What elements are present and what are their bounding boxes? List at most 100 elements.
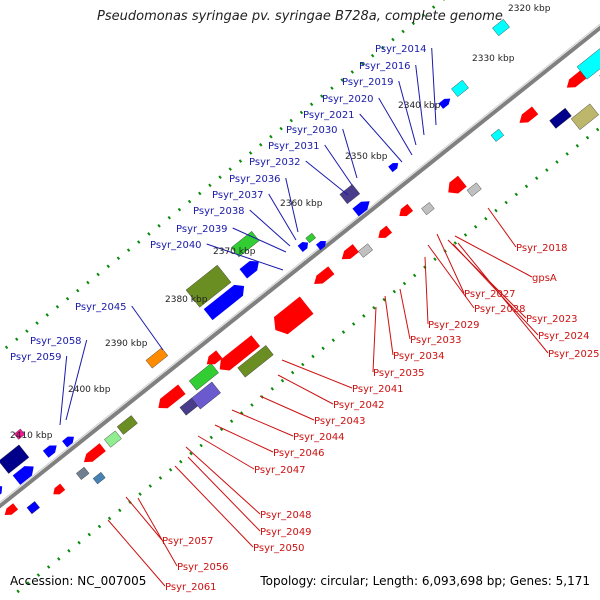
gene-feature-20 (4, 503, 19, 516)
gene-feature-5 (13, 428, 26, 440)
gene-feature-46 (549, 107, 572, 129)
gene-block (188, 363, 219, 391)
fwd-gene-label-2: Psyr_2019 (342, 77, 394, 88)
rev-gene-label-1: gpsA (532, 273, 557, 284)
fwd-gene-label-1: Psyr_2016 (359, 61, 411, 72)
rev-leader-line-8 (399, 288, 411, 340)
gene-feature-48 (566, 70, 588, 88)
fwd-leader-line-11 (232, 227, 287, 253)
rev-gene-label-22: Psyr_2061 (165, 582, 217, 593)
gene-arrow (62, 436, 74, 448)
rev-gene-label-4: Psyr_2028 (474, 304, 526, 315)
gene-block (104, 430, 122, 448)
fwd-leader-line-10 (249, 209, 291, 247)
tick-label: 2360 kbp (280, 199, 323, 209)
gene-feature-38 (358, 243, 373, 258)
rev-leader-line-2 (436, 233, 465, 294)
gene-feature-47 (570, 103, 599, 131)
gene-block (339, 184, 361, 205)
rev-leader-line-17 (185, 446, 261, 515)
rev-leader-line-9 (384, 295, 394, 356)
tick-label: 2370 kbp (213, 247, 256, 257)
gene-feature-9 (239, 261, 259, 279)
rev-leader-line-19 (174, 465, 254, 548)
fwd-gene-label-8: Psyr_2036 (229, 174, 281, 185)
gene-block (231, 231, 260, 258)
gene-block (13, 428, 26, 440)
fwd-leader-line-14 (65, 339, 88, 421)
fwd-leader-line-5 (342, 128, 358, 179)
gene-block (116, 415, 138, 435)
rev-leader-line-13 (259, 395, 315, 421)
gene-feature-18 (451, 79, 469, 97)
gene-feature-24 (83, 443, 106, 463)
gene-arrow (83, 443, 106, 463)
fwd-leader-line-3 (378, 97, 413, 156)
gene-feature-50 (576, 10, 600, 80)
rev-gene-label-9: Psyr_2034 (393, 351, 445, 362)
gene-arrow (42, 445, 57, 458)
gene-block (191, 381, 221, 410)
gene-feature-6 (145, 347, 169, 369)
tick-label: 2350 kbp (345, 152, 388, 162)
fwd-gene-label-9: Psyr_2037 (212, 190, 264, 201)
gene-feature-2 (0, 485, 3, 498)
gene-feature-39 (378, 225, 393, 238)
gene-feature-8 (203, 284, 245, 321)
gene-arrow (519, 106, 539, 123)
tick-label: 2410 kbp (10, 431, 53, 441)
gene-feature-11 (297, 242, 309, 253)
gene-block (237, 345, 274, 378)
gene-feature-4 (62, 436, 74, 448)
rev-gene-label-11: Psyr_2041 (352, 384, 404, 395)
rev-gene-label-18: Psyr_2049 (260, 527, 312, 538)
rev-leader-line-22 (107, 519, 166, 587)
rev-leader-line-6 (424, 256, 429, 325)
gene-feature-25 (92, 471, 106, 485)
fwd-leader-line-13 (131, 305, 164, 351)
fwd-gene-label-14: Psyr_2058 (30, 336, 82, 347)
topology-label: Topology: circular; Length: 6,093,698 bp… (260, 574, 590, 588)
gene-block (549, 107, 572, 129)
fwd-gene-label-7: Psyr_2032 (249, 157, 301, 168)
fwd-leader-line-12 (206, 243, 284, 271)
gene-feature-0 (0, 444, 30, 474)
gene-feature-35 (273, 296, 314, 335)
rev-gene-label-15: Psyr_2046 (273, 448, 325, 459)
rev-leader-line-18 (187, 456, 261, 532)
gene-arrow (12, 466, 34, 485)
gene-arrow (378, 225, 393, 238)
rev-leader-line-15 (214, 424, 274, 453)
rev-gene-label-0: Psyr_2018 (516, 243, 568, 254)
tick-label: 2330 kbp (472, 54, 515, 64)
gene-block (570, 103, 599, 131)
rev-leader-line-12 (277, 374, 334, 405)
rev-gene-label-3: Psyr_2023 (526, 314, 578, 325)
gene-arrow (438, 98, 451, 109)
gene-arrow (388, 162, 399, 173)
gene-arrow (314, 266, 335, 284)
gene-block (466, 182, 482, 197)
gene-feature-26 (104, 430, 122, 448)
fwd-gene-label-3: Psyr_2020 (322, 94, 374, 105)
fwd-leader-line-4 (359, 113, 403, 163)
fwd-gene-label-6: Psyr_2031 (268, 141, 320, 152)
rev-gene-label-2: Psyr_2027 (464, 289, 516, 300)
gene-block (305, 232, 316, 244)
gene-block (92, 471, 106, 485)
fwd-leader-line-7 (305, 160, 349, 196)
gene-block (451, 79, 469, 97)
gene-feature-12 (305, 232, 316, 244)
gene-feature-16 (388, 162, 399, 173)
gene-block (0, 444, 30, 474)
gene-arrow (0, 485, 3, 498)
rev-leader-line-16 (197, 435, 255, 470)
gene-feature-42 (448, 175, 467, 194)
gene-arrow (273, 296, 314, 335)
fwd-gene-label-13: Psyr_2045 (75, 302, 127, 313)
rev-gene-label-6: Psyr_2029 (428, 320, 480, 331)
rev-gene-label-13: Psyr_2043 (314, 416, 366, 427)
fwd-leader-line-0 (431, 47, 437, 126)
gene-block (576, 10, 600, 80)
